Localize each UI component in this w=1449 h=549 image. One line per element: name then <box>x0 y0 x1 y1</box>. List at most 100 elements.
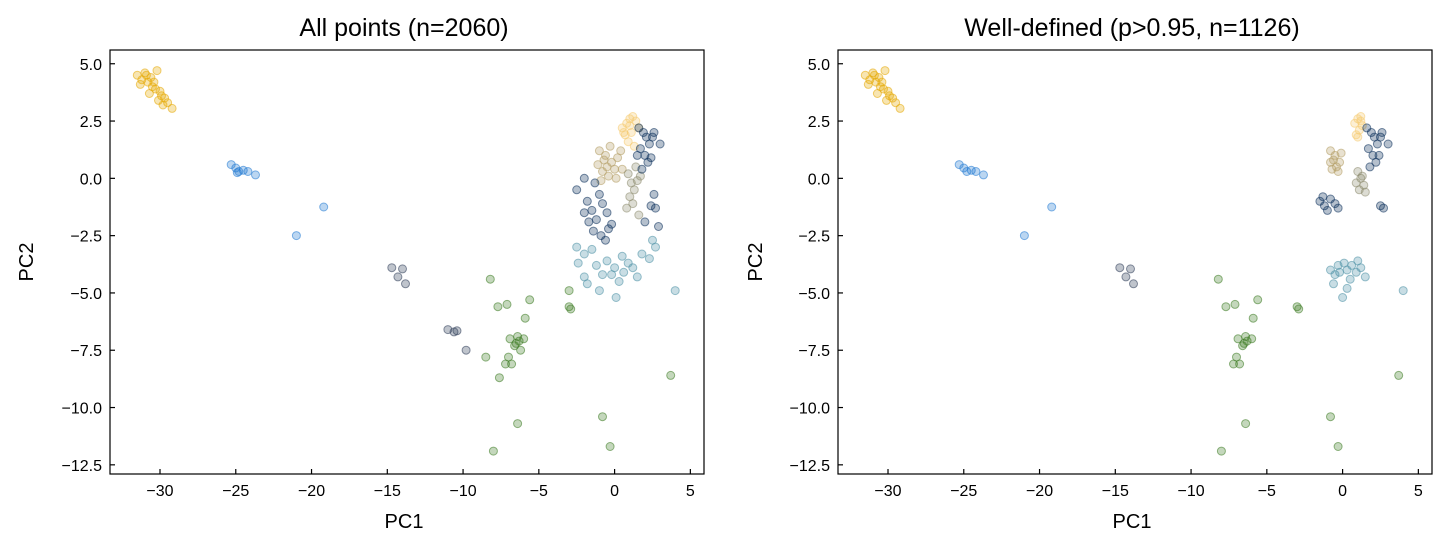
scatter-point <box>1333 203 1343 213</box>
y-tick-label: 2.5 <box>808 114 830 131</box>
x-tick-label: −5 <box>530 483 548 500</box>
data-points <box>860 66 1408 456</box>
scatter-point <box>1294 304 1304 314</box>
scatter-point <box>1047 202 1057 212</box>
scatter-point <box>869 70 879 80</box>
y-tick-label: −7.5 <box>70 343 102 360</box>
scatter-point <box>510 341 520 351</box>
scatter-point <box>1213 274 1223 284</box>
scatter-point <box>607 219 617 229</box>
scatter-point <box>601 235 610 245</box>
y-tick-label: 0.0 <box>808 171 830 188</box>
scatter-point <box>646 201 656 211</box>
x-tick-label: 5 <box>1414 483 1423 500</box>
scatter-point <box>232 168 242 178</box>
x-tick-label: −5 <box>1258 483 1276 500</box>
scatter-point <box>1322 205 1332 215</box>
scatter-point <box>632 272 642 282</box>
y-tick-label: −5.0 <box>798 286 830 303</box>
scatter-point <box>634 123 644 133</box>
scatter-point <box>971 167 981 176</box>
scatter-point <box>654 222 663 231</box>
scatter-point <box>587 244 597 254</box>
x-tick-label: 0 <box>610 483 619 500</box>
scatter-point <box>638 128 648 137</box>
scatter-point <box>1360 187 1370 197</box>
scatter-point <box>1121 272 1131 282</box>
scatter-point <box>619 128 629 137</box>
scatter-point <box>1318 192 1328 202</box>
scatter-panel-all-points: All points (n=2060) −30 −25 −20 −15 −10 −5 0 5 … <box>16 14 705 533</box>
scatter-point <box>452 326 462 336</box>
scatter-point <box>590 178 600 188</box>
scatter-point <box>643 157 653 167</box>
scatter-point <box>1329 279 1338 289</box>
scatter-point <box>617 164 627 174</box>
scatter-point <box>632 150 642 160</box>
scatter-point <box>588 226 598 236</box>
x-tick-label: −25 <box>222 483 249 500</box>
scatter-point <box>398 264 407 274</box>
scatter-point <box>1126 264 1135 274</box>
y-tick-label: −12.5 <box>62 458 103 475</box>
scatter-point <box>481 352 491 362</box>
scatter-point <box>1353 132 1363 142</box>
scatter-point <box>637 164 647 174</box>
scatter-point <box>1238 341 1248 351</box>
scatter-point <box>1351 267 1361 277</box>
scatter-point <box>602 162 612 172</box>
scatter-point <box>149 77 159 87</box>
scatter-panel-well-defined: Well-defined (p>0.95, n=1126) −30 −25 −20−… <box>745 14 1433 533</box>
scatter-point <box>572 242 582 252</box>
scatter-point <box>605 141 615 151</box>
scatter-point <box>1235 359 1245 369</box>
scatter-point <box>516 345 526 355</box>
x-tick-label: −15 <box>1102 483 1129 500</box>
scatter-point <box>879 84 888 94</box>
scatter-point <box>598 270 607 280</box>
y-axis-label: PC2 <box>16 243 38 282</box>
scatter-point <box>151 84 160 94</box>
scatter-point <box>1129 279 1138 289</box>
scatter-point <box>226 160 236 170</box>
scatter-point <box>872 89 882 98</box>
scatter-point <box>513 332 523 341</box>
scatter-point <box>1342 283 1352 293</box>
scatter-point <box>594 286 604 296</box>
scatter-point <box>619 267 629 277</box>
scatter-point <box>1379 203 1388 213</box>
scatter-point <box>655 139 665 149</box>
scatter-point <box>646 153 656 163</box>
scatter-point <box>628 263 638 273</box>
scatter-point <box>582 279 592 289</box>
x-tick-label: −30 <box>146 483 173 500</box>
scatter-point <box>617 251 627 261</box>
x-tick-label: −10 <box>1177 483 1204 500</box>
scatter-point <box>1357 171 1367 181</box>
scatter-point <box>1383 139 1393 149</box>
scatter-point <box>954 160 964 170</box>
scatter-point <box>1374 150 1384 160</box>
scatter-point <box>1248 313 1258 323</box>
x-tick-label: −20 <box>1026 483 1053 500</box>
scatter-point <box>251 170 260 180</box>
scatter-point <box>649 128 659 137</box>
chart-title: All points (n=2060) <box>299 14 508 42</box>
scatter-point <box>1326 146 1335 156</box>
scatter-point <box>670 286 680 296</box>
scatter-point <box>243 167 253 176</box>
scatter-point <box>1216 446 1226 456</box>
scatter-point <box>502 299 512 309</box>
scatter-point <box>605 442 615 451</box>
chart-title: Well-defined (p>0.95, n=1126) <box>964 14 1299 42</box>
scatter-point <box>401 279 410 289</box>
scatter-point <box>319 202 329 212</box>
scatter-point <box>1338 293 1348 302</box>
x-ticks: −30 −25 −20 −15 −10 −5 0 5 <box>874 469 1423 500</box>
scatter-point <box>640 217 650 227</box>
scatter-point <box>387 263 397 273</box>
scatter-point <box>895 103 905 113</box>
scatter-point <box>1365 162 1375 172</box>
scatter-point <box>634 210 644 220</box>
